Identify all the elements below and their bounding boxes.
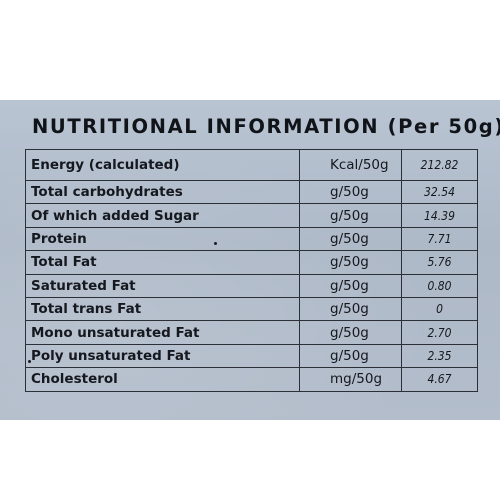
nutrient-value: 0	[401, 296, 478, 322]
nutrient-unit: mg/50g	[299, 367, 402, 392]
nutrient-value: 32.54	[401, 179, 478, 205]
nutrition-title: NUTRITIONAL INFORMATION (Per 50g)	[32, 115, 500, 138]
table-row: Protein g/50g 7.71	[25, 226, 478, 252]
nutrient-name: Of which added Sugar	[25, 203, 300, 228]
nutrient-name: Protein	[25, 226, 300, 252]
nutrient-unit: g/50g	[299, 179, 402, 205]
nutrient-unit: g/50g	[299, 273, 402, 298]
nutrient-name: Saturated Fat	[25, 273, 300, 298]
nutrition-table-body: Energy (calculated) Kcal/50g 212.82 Tota…	[25, 149, 478, 392]
nutrient-unit: Kcal/50g	[299, 149, 402, 181]
nutrient-name: Total Fat	[25, 250, 300, 275]
table-row: Total Fat g/50g 5.76	[25, 250, 478, 275]
table-row: Poly unsaturated Fat g/50g 2.35	[25, 343, 478, 369]
table-row: Total trans Fat g/50g 0	[25, 296, 478, 322]
nutrient-value: 2.70	[401, 320, 478, 345]
nutrient-unit: g/50g	[299, 320, 402, 345]
nutrient-unit: g/50g	[299, 226, 402, 252]
nutrient-name: Energy (calculated)	[25, 149, 300, 181]
nutrient-name: Cholesterol	[25, 367, 300, 392]
table-row: Mono unsaturated Fat g/50g 2.70	[25, 320, 478, 345]
table-row: Of which added Sugar g/50g 14.39	[25, 203, 478, 228]
nutrient-value: 5.76	[401, 250, 478, 275]
nutrition-label-panel: NUTRITIONAL INFORMATION (Per 50g) Energy…	[0, 100, 500, 420]
print-speck	[28, 360, 31, 363]
nutrient-value: 2.35	[401, 343, 478, 369]
table-row: Saturated Fat g/50g 0.80	[25, 273, 478, 298]
table-row: Total carbohydrates g/50g 32.54	[25, 179, 478, 205]
nutrient-unit: g/50g	[299, 250, 402, 275]
table-row: Energy (calculated) Kcal/50g 212.82	[25, 149, 478, 181]
nutrient-value: 0.80	[401, 273, 478, 298]
nutrient-name: Total trans Fat	[25, 296, 300, 322]
nutrient-value: 4.67	[401, 367, 478, 392]
nutrient-unit: g/50g	[299, 343, 402, 369]
nutrient-name: Poly unsaturated Fat	[25, 343, 300, 369]
table-row: Cholesterol mg/50g 4.67	[25, 367, 478, 392]
print-speck	[214, 242, 217, 245]
nutrition-table: Energy (calculated) Kcal/50g 212.82 Tota…	[25, 149, 478, 392]
nutrient-value: 7.71	[401, 226, 478, 252]
nutrient-value: 14.39	[401, 203, 478, 228]
nutrient-name: Mono unsaturated Fat	[25, 320, 300, 345]
nutrient-unit: g/50g	[299, 203, 402, 228]
nutrient-value: 212.82	[401, 149, 478, 181]
nutrient-unit: g/50g	[299, 296, 402, 322]
nutrient-name: Total carbohydrates	[25, 179, 300, 205]
